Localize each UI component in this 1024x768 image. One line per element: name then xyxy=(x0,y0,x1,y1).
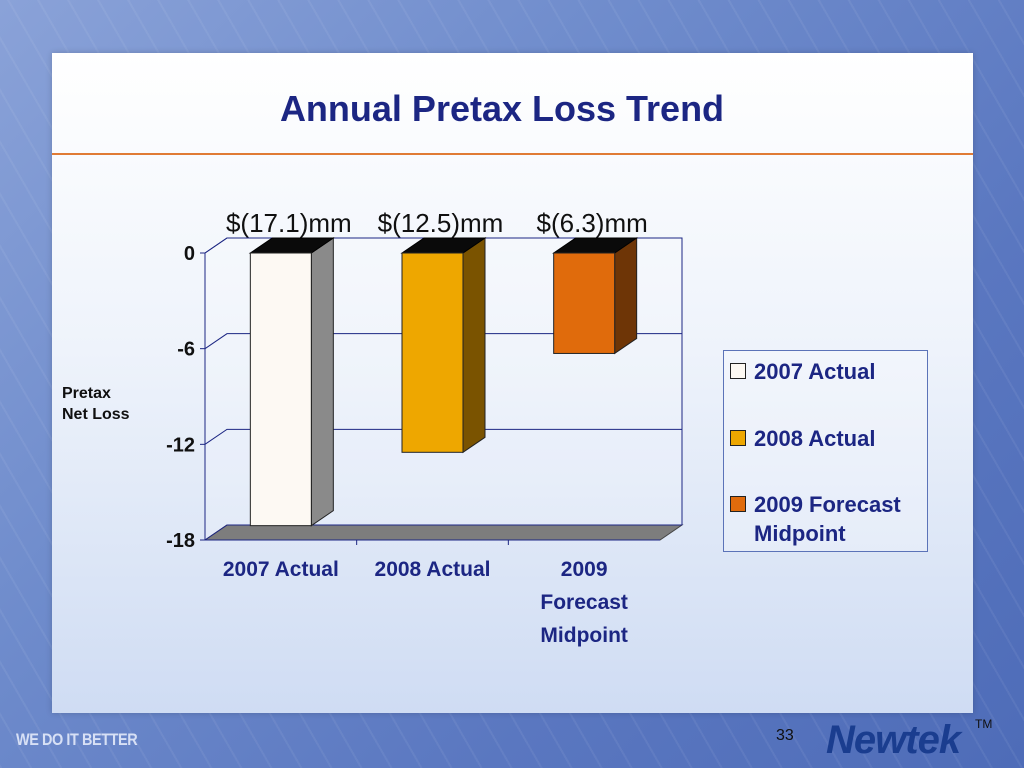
y-axis-label-line: Net Loss xyxy=(62,406,130,423)
legend-item: 2008 Actual xyxy=(730,424,925,453)
title-divider xyxy=(52,153,973,155)
gridline xyxy=(204,524,682,541)
x-tick-label: Forecast xyxy=(540,591,628,614)
x-tick-label: Midpoint xyxy=(540,624,627,647)
tagline: WE DO IT BETTER xyxy=(16,730,138,749)
bar-side xyxy=(462,237,486,454)
legend-swatch xyxy=(730,496,746,512)
legend-label: 2009 Forecast Midpoint xyxy=(754,492,901,546)
legend-item: 2009 Forecast Midpoint xyxy=(730,490,925,548)
x-tick-label: 2007 Actual xyxy=(223,558,339,581)
bar xyxy=(553,252,616,354)
x-tick-label: 2009 xyxy=(561,558,608,581)
trademark-mark: TM xyxy=(975,717,993,731)
slide-title: Annual Pretax Loss Trend xyxy=(279,88,725,129)
y-axis-label-line: Pretax xyxy=(62,385,111,402)
y-tick-label: 0 xyxy=(184,243,195,265)
legend-swatch xyxy=(730,430,746,446)
y-tick-label: -12 xyxy=(166,434,195,456)
bar xyxy=(249,252,312,527)
data-label: $(17.1)mm xyxy=(226,208,352,238)
y-tick-label: -6 xyxy=(177,339,195,361)
legend-swatch xyxy=(730,363,746,379)
page-number: 33 xyxy=(776,727,794,744)
gridline xyxy=(204,428,682,445)
bar-side xyxy=(310,237,334,527)
y-axis-label: Pretax Net Loss xyxy=(62,383,162,425)
legend-label: 2007 Actual xyxy=(754,359,876,384)
gridline xyxy=(204,333,682,350)
data-label: $(6.3)mm xyxy=(537,208,648,238)
bar xyxy=(401,252,464,453)
brand-logo: Newtek xyxy=(826,718,961,762)
legend-item: 2007 Actual xyxy=(730,357,925,386)
x-tick-label: 2008 Actual xyxy=(375,558,491,581)
y-tick-label: -18 xyxy=(166,530,195,552)
bar-side xyxy=(614,237,638,355)
chart-floor xyxy=(203,524,684,541)
chart-legend: 2007 Actual 2008 Actual 2009 Forecast Midpo… xyxy=(723,350,928,552)
data-label: $(12.5)mm xyxy=(378,208,504,238)
legend-label: 2008 Actual xyxy=(754,426,876,451)
gridline xyxy=(204,237,682,254)
